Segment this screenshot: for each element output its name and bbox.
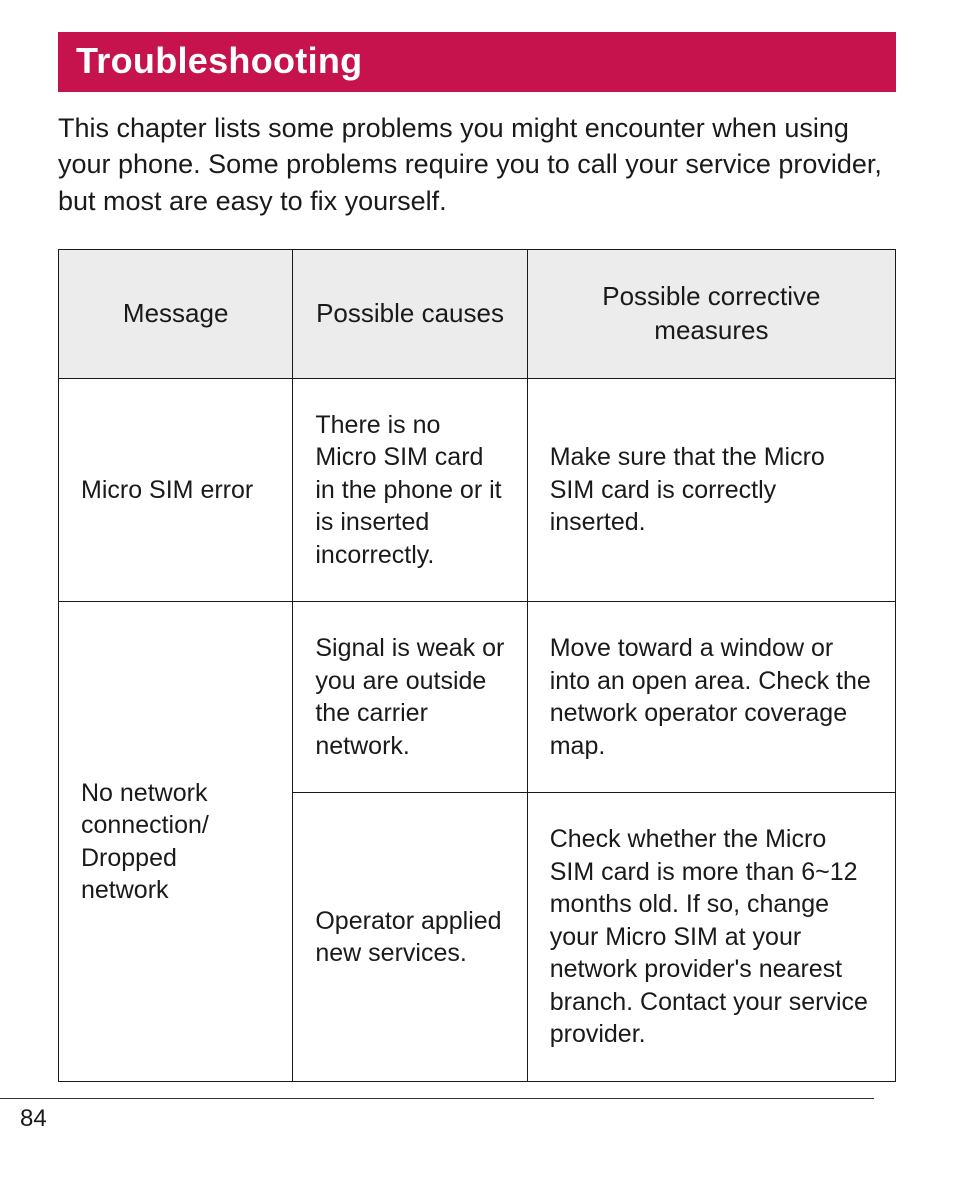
cell-measure: Check whether the Micro SIM card is more… [527,793,895,1082]
cell-measure: Make sure that the Micro SIM card is cor… [527,378,895,602]
table-header-message: Message [59,250,293,379]
table-header-row: Message Possible causes Possible correct… [59,250,896,379]
intro-paragraph: This chapter lists some problems you mig… [58,110,896,219]
table-header-causes: Possible causes [293,250,527,379]
cell-cause: Operator applied new services. [293,793,527,1082]
page-footer: 84 [0,1098,954,1133]
table-header-measures: Possible corrective measures [527,250,895,379]
page-title-bar: Troubleshooting [58,32,896,92]
table-row: Micro SIM error There is no Micro SIM ca… [59,378,896,602]
footer-line [0,1098,874,1099]
cell-message: Micro SIM error [59,378,293,602]
cell-measure: Move toward a window or into an open are… [527,602,895,793]
cell-cause: Signal is weak or you are outside the ca… [293,602,527,793]
troubleshooting-table-container: Message Possible causes Possible correct… [58,249,896,1082]
cell-message: No network connection/ Dropped network [59,602,293,1082]
troubleshooting-table: Message Possible causes Possible correct… [58,249,896,1082]
page-number: 84 [20,1105,954,1133]
cell-cause: There is no Micro SIM card in the phone … [293,378,527,602]
page-title: Troubleshooting [76,40,362,81]
table-row: No network connection/ Dropped network S… [59,602,896,793]
